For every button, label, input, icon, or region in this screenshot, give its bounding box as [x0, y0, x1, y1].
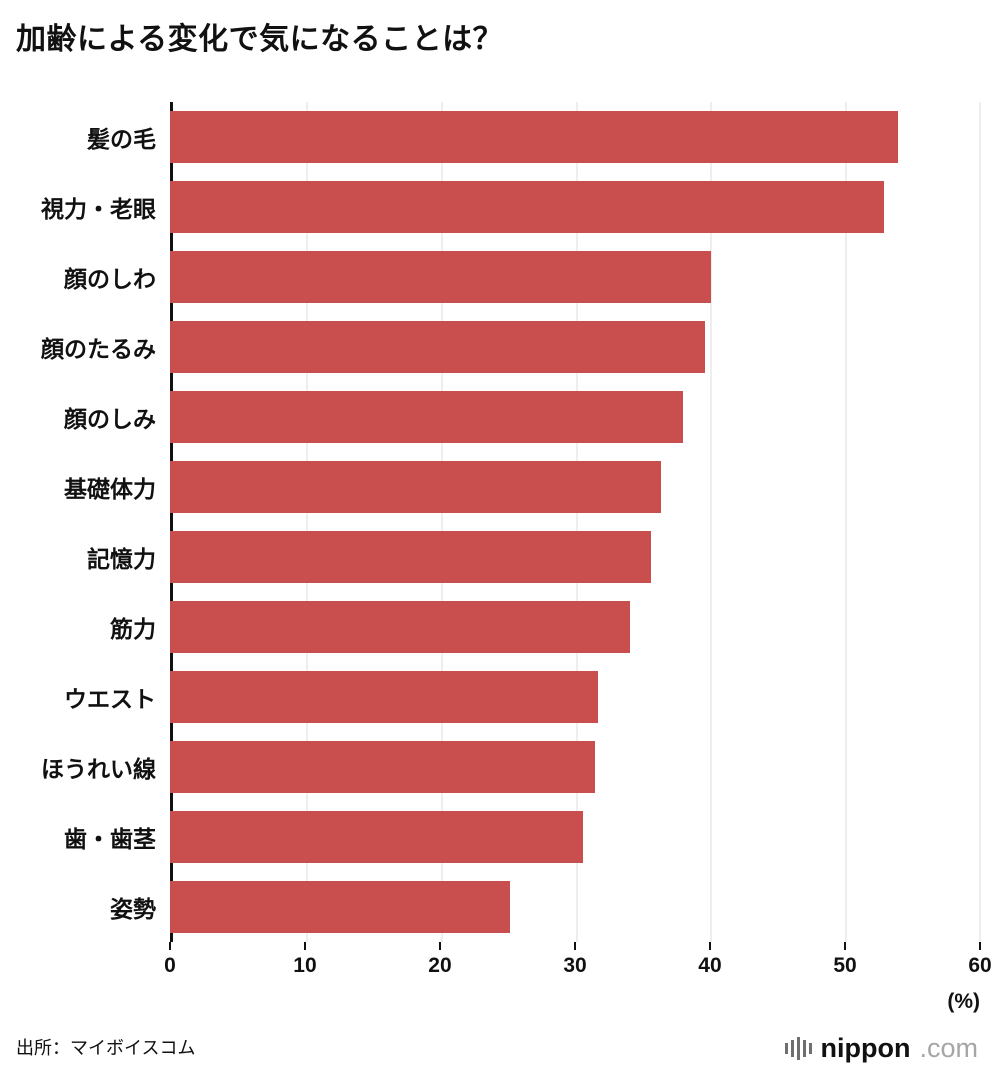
logo-name: nippon	[820, 1033, 911, 1063]
category-label: 筋力	[110, 616, 156, 642]
bar-track	[170, 461, 980, 513]
x-tick-label: 40	[698, 954, 722, 977]
x-tick-mark	[574, 942, 576, 950]
x-tick-label: 30	[563, 954, 587, 977]
category-label: ほうれい線	[41, 756, 156, 782]
bar-track	[170, 671, 980, 723]
bar-chart: 髪の毛視力・老眼顔のしわ顔のたるみ顔のしみ基礎体力記憶力筋力ウエストほうれい線歯…	[16, 102, 992, 1014]
bar	[170, 671, 598, 723]
x-axis-unit-row: (%)	[170, 990, 980, 1014]
bar-track	[170, 881, 980, 933]
bar-track	[170, 251, 980, 303]
bar	[170, 741, 596, 793]
x-tick-label: 60	[968, 954, 992, 977]
bar-track	[170, 601, 980, 653]
x-tick-mark	[979, 942, 981, 950]
gridline	[979, 102, 981, 942]
x-tick-label: 20	[428, 954, 452, 977]
chart-row: 記憶力	[16, 522, 980, 592]
x-tick-mark	[708, 942, 711, 950]
chart-row: 姿勢	[16, 872, 980, 942]
bar-rows: 髪の毛視力・老眼顔のしわ顔のたるみ顔のしみ基礎体力記憶力筋力ウエストほうれい線歯…	[16, 102, 980, 942]
bar-track	[170, 811, 980, 863]
gridline	[576, 102, 577, 942]
bar	[170, 181, 885, 233]
gridline	[441, 102, 443, 942]
chart-title: 加齢による変化で気になることは？	[16, 23, 504, 56]
category-label: 髪の毛	[87, 126, 156, 152]
x-axis: 0 10 20 30 40 50 60	[164, 942, 992, 988]
bar-track	[170, 531, 980, 583]
chart-row: 筋力	[16, 592, 980, 662]
x-tick-label: 0	[164, 954, 176, 977]
x-tick-label: 10	[293, 954, 317, 977]
x-tick-mark	[438, 942, 441, 950]
category-label: 基礎体力	[64, 476, 156, 502]
x-tick-mark	[169, 942, 171, 950]
category-label: 顔のしみ	[64, 406, 156, 432]
chart-row: 基礎体力	[16, 452, 980, 522]
category-label: 姿勢	[110, 896, 156, 922]
axis-and-gridlines	[170, 102, 981, 942]
bar	[170, 531, 651, 583]
category-label: ウエスト	[64, 686, 156, 712]
bar-track	[170, 181, 980, 233]
category-label: 歯・歯茎	[64, 826, 156, 852]
bar-track	[170, 111, 980, 163]
x-axis-unit: (%)	[947, 990, 980, 1013]
chart-row: 顔のしみ	[16, 382, 980, 452]
soundbars-icon	[784, 1036, 812, 1062]
bar	[170, 601, 631, 653]
nippon-com-logo: nippon .com	[784, 1033, 978, 1064]
bar	[170, 321, 705, 373]
gridline	[306, 102, 308, 942]
chart-row: 顔のしわ	[16, 242, 980, 312]
category-label: 記憶力	[87, 546, 156, 572]
chart-row: ほうれい線	[16, 732, 980, 802]
plot-area: 髪の毛視力・老眼顔のしわ顔のたるみ顔のしみ基礎体力記憶力筋力ウエストほうれい線歯…	[16, 102, 981, 942]
bar	[170, 811, 584, 863]
bar	[170, 111, 898, 163]
x-tick-mark	[844, 942, 846, 950]
chart-row: 顔のたるみ	[16, 312, 980, 382]
category-label: 顔のたるみ	[41, 336, 156, 362]
category-label: 顔のしわ	[64, 266, 156, 292]
chart-row: 髪の毛	[16, 102, 980, 172]
bar-track	[170, 321, 980, 373]
bar	[170, 881, 511, 933]
logo-domain: .com	[919, 1033, 978, 1063]
source-note: 出所：マイボイスコム	[16, 1038, 196, 1058]
bar-track	[170, 391, 980, 443]
chart-row: ウエスト	[16, 662, 980, 732]
chart-row: 歯・歯茎	[16, 802, 980, 872]
bar-track	[170, 741, 980, 793]
x-tick-mark	[303, 942, 306, 950]
gridline	[710, 102, 712, 942]
bar	[170, 391, 683, 443]
x-tick-label: 50	[833, 954, 857, 977]
bar	[170, 461, 662, 513]
chart-row: 視力・老眼	[16, 172, 980, 242]
gridline	[845, 102, 846, 942]
category-label: 視力・老眼	[41, 196, 156, 222]
bar	[170, 251, 712, 303]
